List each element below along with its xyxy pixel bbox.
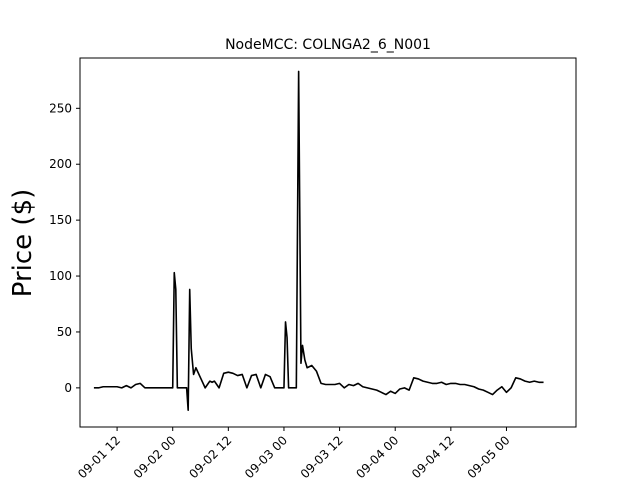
- x-tick-label: 09-03 00: [242, 433, 290, 480]
- y-tick-label: 250: [49, 101, 72, 115]
- x-tick-label: 09-01 12: [75, 433, 123, 480]
- x-tick-label: 09-04 12: [409, 433, 457, 480]
- x-tick-label: 09-02 00: [131, 433, 179, 480]
- y-tick-label: 0: [64, 381, 72, 395]
- x-tick-label: 09-04 00: [353, 433, 401, 480]
- x-tick-label: 09-03 12: [298, 433, 346, 480]
- y-tick-label: 200: [49, 157, 72, 171]
- y-tick-label: 50: [57, 325, 72, 339]
- chart-title: NodeMCC: COLNGA2_6_N001: [225, 37, 431, 53]
- y-tick-label: 100: [49, 269, 72, 283]
- y-tick-label: 150: [49, 213, 72, 227]
- y-axis-label: Price ($): [8, 189, 38, 298]
- x-tick-label: 09-05 00: [465, 433, 513, 480]
- plot-frame: [79, 57, 577, 428]
- price-series-line: [93, 70, 544, 412]
- plot-area: [79, 57, 577, 428]
- x-tick-label: 09-02 12: [186, 433, 234, 480]
